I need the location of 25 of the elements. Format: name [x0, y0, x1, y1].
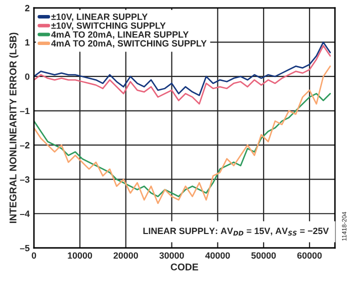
y-tick-label: 0	[25, 73, 30, 80]
x-axis-title: CODE	[170, 264, 198, 270]
line-series	[34, 42, 331, 96]
x-tick-label: 60000	[297, 252, 322, 259]
line-series	[34, 66, 331, 204]
x-tick-label: 10000	[68, 252, 92, 259]
y-tick-label: –2	[20, 142, 30, 148]
legend-label: ±10V, SWITCHING SUPPLY	[51, 22, 166, 30]
x-tick-label: 50000	[251, 252, 276, 259]
y-tick-label: –1	[20, 108, 30, 114]
y-axis-title: INTEGRAL NONLINEARITY ERROR (LSB)	[9, 32, 18, 223]
annotation: LINEAR SUPPLY: AV$_{DD}$ = 15V, AV$_{SS}$ = −25V	[143, 228, 329, 236]
x-tick-label: 20000	[114, 252, 138, 259]
y-tick-label: –3	[20, 176, 30, 183]
x-tick-label: 0	[32, 252, 36, 259]
legend-label: 4mA TO 20mA, SWITCHING SUPPLY	[51, 40, 207, 48]
y-tick-label: 1	[25, 39, 30, 46]
y-tick-label: –5	[20, 244, 30, 252]
y-tick-label: 2	[25, 4, 30, 12]
x-tick-label: 30000	[159, 252, 184, 259]
legend-label: ±10V, LINEAR SUPPLY	[51, 14, 148, 22]
x-tick-label: 40000	[205, 252, 230, 259]
y-tick-label: –4	[20, 210, 30, 217]
legend-label: 4mA TO 20mA, LINEAR SUPPLY	[51, 31, 189, 40]
line-series	[34, 92, 331, 198]
